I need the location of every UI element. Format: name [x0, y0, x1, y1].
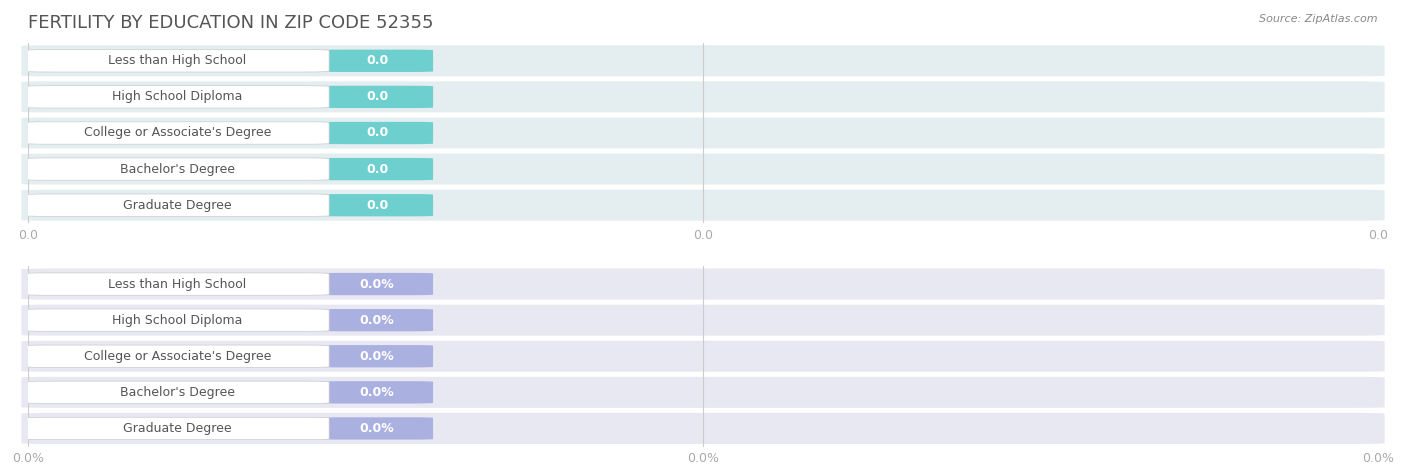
Text: Graduate Degree: Graduate Degree: [122, 422, 232, 435]
Text: 0.0%: 0.0%: [360, 314, 395, 327]
Text: 0.0: 0.0: [366, 54, 388, 67]
Text: 0.0%: 0.0%: [360, 422, 395, 435]
Text: Source: ZipAtlas.com: Source: ZipAtlas.com: [1260, 14, 1378, 24]
FancyBboxPatch shape: [321, 418, 433, 439]
FancyBboxPatch shape: [25, 309, 329, 332]
FancyBboxPatch shape: [321, 273, 433, 295]
FancyBboxPatch shape: [21, 153, 1385, 185]
Text: 0.0: 0.0: [366, 126, 388, 140]
Text: FERTILITY BY EDUCATION IN ZIP CODE 52355: FERTILITY BY EDUCATION IN ZIP CODE 52355: [28, 14, 433, 32]
Text: Bachelor's Degree: Bachelor's Degree: [120, 386, 235, 399]
FancyBboxPatch shape: [321, 309, 433, 331]
Text: College or Associate's Degree: College or Associate's Degree: [83, 350, 271, 363]
FancyBboxPatch shape: [21, 377, 1385, 408]
FancyBboxPatch shape: [21, 268, 1385, 300]
Text: 0.0: 0.0: [366, 90, 388, 104]
FancyBboxPatch shape: [25, 417, 329, 440]
Text: 0.0%: 0.0%: [360, 277, 395, 291]
FancyBboxPatch shape: [25, 273, 329, 295]
FancyBboxPatch shape: [321, 86, 433, 108]
FancyBboxPatch shape: [321, 122, 433, 144]
FancyBboxPatch shape: [21, 304, 1385, 336]
Text: 0.0: 0.0: [366, 199, 388, 212]
Text: Graduate Degree: Graduate Degree: [122, 199, 232, 212]
Text: High School Diploma: High School Diploma: [112, 90, 242, 104]
Text: 0.0%: 0.0%: [360, 350, 395, 363]
FancyBboxPatch shape: [25, 158, 329, 180]
FancyBboxPatch shape: [21, 45, 1385, 76]
Text: Less than High School: Less than High School: [108, 277, 246, 291]
Text: Less than High School: Less than High School: [108, 54, 246, 67]
FancyBboxPatch shape: [25, 122, 329, 144]
Text: Bachelor's Degree: Bachelor's Degree: [120, 162, 235, 176]
FancyBboxPatch shape: [321, 50, 433, 72]
FancyBboxPatch shape: [25, 381, 329, 404]
Text: College or Associate's Degree: College or Associate's Degree: [83, 126, 271, 140]
FancyBboxPatch shape: [21, 117, 1385, 149]
FancyBboxPatch shape: [321, 158, 433, 180]
FancyBboxPatch shape: [21, 81, 1385, 113]
Text: 0.0: 0.0: [366, 162, 388, 176]
FancyBboxPatch shape: [25, 345, 329, 368]
Text: High School Diploma: High School Diploma: [112, 314, 242, 327]
FancyBboxPatch shape: [25, 194, 329, 217]
FancyBboxPatch shape: [21, 190, 1385, 221]
FancyBboxPatch shape: [321, 194, 433, 216]
FancyBboxPatch shape: [25, 86, 329, 108]
Text: 0.0%: 0.0%: [360, 386, 395, 399]
FancyBboxPatch shape: [21, 341, 1385, 372]
FancyBboxPatch shape: [321, 381, 433, 403]
FancyBboxPatch shape: [321, 345, 433, 367]
FancyBboxPatch shape: [21, 413, 1385, 444]
FancyBboxPatch shape: [25, 49, 329, 72]
